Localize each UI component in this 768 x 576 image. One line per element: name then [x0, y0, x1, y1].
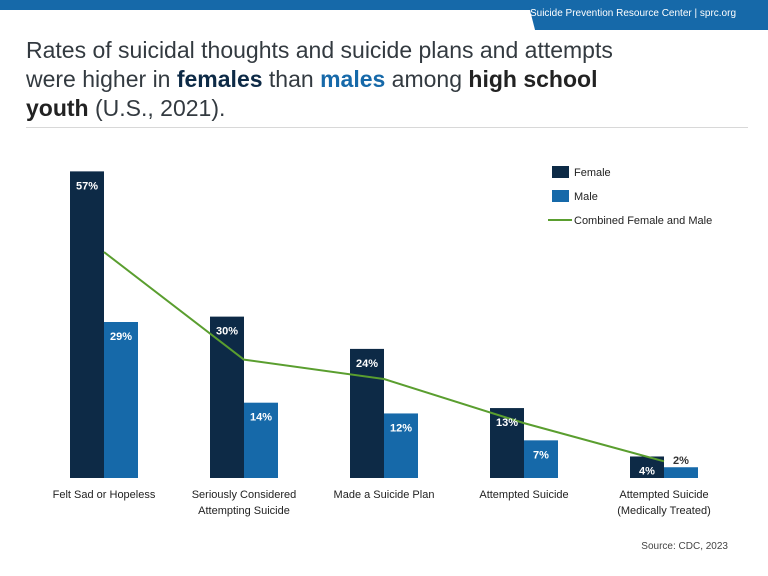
bar-female-4 — [630, 456, 664, 478]
label-male-2: 12% — [390, 422, 412, 434]
label-female-4: 4% — [639, 465, 655, 477]
label-female-1: 30% — [216, 326, 238, 338]
legend-label-combined: Combined Female and Male — [574, 215, 712, 227]
category-label-4: Attempted Suicide (Medically Treated) — [617, 489, 711, 517]
category-label-line-1-0: Seriously Considered — [192, 489, 297, 501]
legend: Female Male Combined Female and Male — [548, 166, 712, 227]
label-male-0: 29% — [110, 331, 132, 343]
bar-female-1 — [210, 316, 244, 478]
label-male-4: 2% — [673, 455, 689, 467]
legend-label-female: Female — [574, 167, 611, 179]
label-female-0: 57% — [76, 180, 98, 192]
category-label-line-4-1: (Medically Treated) — [617, 505, 711, 517]
source-note: Source: CDC, 2023 — [641, 541, 728, 552]
title-text-1: Rates of suicidal thoughts and suicide p… — [26, 37, 613, 92]
category-label-2: Made a Suicide Plan — [334, 489, 435, 501]
label-female-3: 13% — [496, 417, 518, 429]
bar-female-3 — [490, 408, 524, 478]
top-accent-bar — [0, 0, 768, 10]
legend-swatch-male — [552, 190, 569, 202]
bar-male-3 — [524, 440, 558, 478]
bar-female-0 — [70, 171, 104, 478]
category-label-line-3-0: Attempted Suicide — [479, 489, 568, 501]
category-label-line-1-1: Attempting Suicide — [198, 505, 290, 517]
bar-male-1 — [244, 402, 278, 478]
header-tab — [527, 0, 768, 30]
page-title: Rates of suicidal thoughts and suicide p… — [26, 36, 666, 123]
legend-swatch-female — [552, 166, 569, 178]
title-divider — [26, 127, 748, 128]
legend-label-male: Male — [574, 191, 598, 203]
line-layer — [103, 251, 665, 463]
value-labels-layer: 57% 29% 30% 14% 24% 12% 13% 7% 4% 2% — [76, 180, 689, 477]
title-text-2: than — [262, 66, 321, 92]
category-label-1: Seriously Considered Attempting Suicide — [192, 489, 297, 517]
bar-male-0 — [104, 322, 138, 478]
category-label-3: Attempted Suicide — [479, 489, 568, 501]
label-male-3: 7% — [533, 449, 549, 461]
category-label-line-0-0: Felt Sad or Hopeless — [53, 489, 156, 501]
title-text-3: among — [385, 66, 469, 92]
category-label-line-4-0: Attempted Suicide — [619, 489, 708, 501]
bar-male-2 — [384, 413, 418, 478]
title-text-4: (U.S., 2021). — [88, 95, 226, 121]
label-female-2: 24% — [356, 358, 378, 370]
label-male-1: 14% — [250, 412, 272, 424]
category-label-line-2-0: Made a Suicide Plan — [334, 489, 435, 501]
title-high-school-youth: high school youth — [26, 66, 598, 121]
combined-line — [103, 251, 665, 463]
title-females: females — [176, 66, 263, 92]
category-label-0: Felt Sad or Hopeless — [53, 489, 156, 501]
title-males: males — [320, 66, 386, 92]
bars-layer — [70, 171, 698, 478]
bar-male-4 — [664, 467, 698, 478]
category-labels-layer: Felt Sad or Hopeless Seriously Considered… — [53, 489, 711, 517]
org-name: Suicide Prevention Resource Center | spr… — [529, 8, 736, 19]
bar-female-2 — [350, 348, 384, 478]
